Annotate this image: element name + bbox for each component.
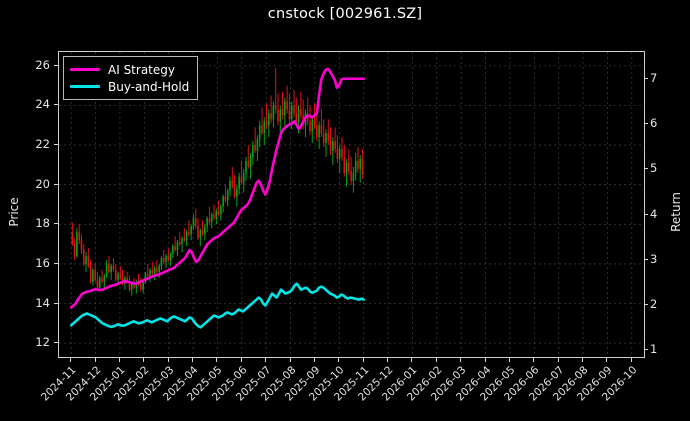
y2-tick-mark: [644, 78, 648, 80]
y-tick-mark: [54, 183, 58, 185]
y2-tick-label: 7: [650, 71, 658, 86]
y2-tick-mark: [644, 349, 648, 351]
x-tick-mark: [338, 358, 340, 362]
legend-label: Buy-and-Hold: [108, 79, 190, 94]
x-tick-mark: [240, 358, 242, 362]
y-tick-mark: [54, 302, 58, 304]
x-tick-mark: [143, 358, 145, 362]
x-tick-mark: [533, 358, 535, 362]
y2-tick-mark: [644, 213, 648, 215]
y-tick-label: 14: [35, 295, 50, 310]
y-tick-label: 20: [35, 176, 50, 191]
y2-tick-mark: [644, 168, 648, 170]
x-tick-mark: [411, 358, 413, 362]
x-tick-mark: [167, 358, 169, 362]
y-tick-label: 26: [35, 57, 50, 72]
legend-item[interactable]: AI Strategy: [70, 61, 189, 78]
x-tick-mark: [508, 358, 510, 362]
x-tick-mark: [362, 358, 364, 362]
y2-tick-label: 5: [650, 161, 658, 176]
legend-color-swatch: [70, 68, 100, 71]
y-tick-mark: [54, 104, 58, 106]
x-tick-mark: [192, 358, 194, 362]
chart-title: cnstock [002961.SZ]: [267, 6, 423, 22]
x-tick-mark: [435, 358, 437, 362]
y-tick-label: 24: [35, 97, 50, 112]
x-tick-mark: [557, 358, 559, 362]
y-tick-label: 16: [35, 255, 50, 270]
legend-label: AI Strategy: [108, 62, 175, 77]
x-tick-mark: [118, 358, 120, 362]
x-tick-mark: [313, 358, 315, 362]
y2-tick-label: 2: [650, 297, 658, 312]
y-tick-label: 22: [35, 137, 50, 152]
x-tick-mark: [582, 358, 584, 362]
x-tick-mark: [630, 358, 632, 362]
y2-tick-label: 1: [650, 342, 658, 357]
y-tick-label: 12: [35, 335, 50, 350]
y-axis-label-price: Price: [7, 197, 21, 227]
y2-tick-mark: [644, 258, 648, 260]
y-tick-mark: [54, 144, 58, 146]
x-tick-mark: [606, 358, 608, 362]
x-tick-mark: [460, 358, 462, 362]
x-tick-mark: [484, 358, 486, 362]
chart-canvas: [59, 52, 644, 357]
x-tick-mark: [70, 358, 72, 362]
y2-tick-label: 4: [650, 206, 658, 221]
x-tick-mark: [216, 358, 218, 362]
legend-color-swatch: [70, 85, 100, 88]
legend-item[interactable]: Buy-and-Hold: [70, 78, 189, 95]
y2-tick-label: 6: [650, 116, 658, 131]
x-tick-mark: [289, 358, 291, 362]
y2-tick-label: 3: [650, 251, 658, 266]
y-tick-mark: [54, 262, 58, 264]
plot-area: [58, 51, 645, 358]
y-tick-mark: [54, 223, 58, 225]
y-tick-label: 18: [35, 216, 50, 231]
x-tick-mark: [94, 358, 96, 362]
y-tick-mark: [54, 64, 58, 66]
y2-tick-mark: [644, 304, 648, 306]
chart-legend: AI Strategy Buy-and-Hold: [63, 56, 199, 100]
y-tick-mark: [54, 342, 58, 344]
x-tick-mark: [387, 358, 389, 362]
y2-tick-mark: [644, 123, 648, 125]
x-tick-mark: [265, 358, 267, 362]
